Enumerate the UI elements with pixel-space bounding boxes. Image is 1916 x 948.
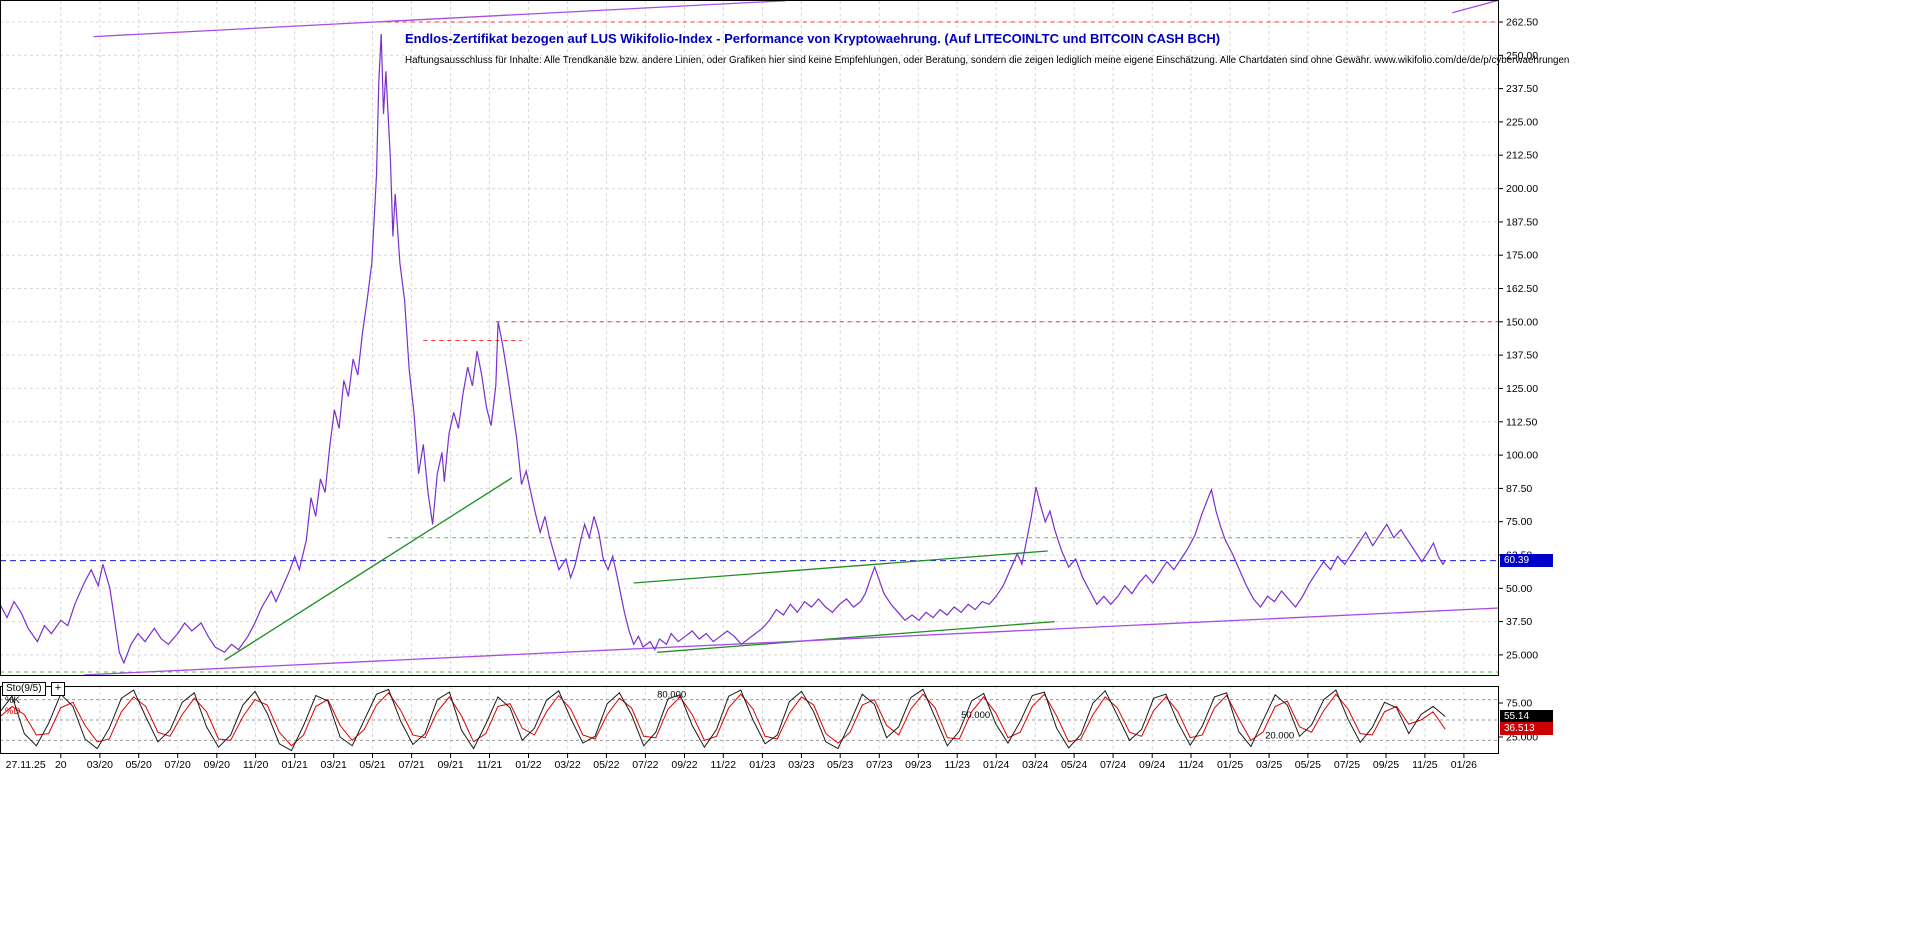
svg-text:11/24: 11/24 xyxy=(1178,759,1204,771)
svg-text:262.50: 262.50 xyxy=(1506,17,1538,29)
svg-text:05/25: 05/25 xyxy=(1295,759,1321,771)
svg-text:11/22: 11/22 xyxy=(711,759,737,771)
svg-text:03/25: 03/25 xyxy=(1256,759,1282,771)
svg-text:20.000: 20.000 xyxy=(1265,730,1294,741)
svg-text:187.50: 187.50 xyxy=(1506,216,1538,228)
svg-text:01/23: 01/23 xyxy=(749,759,775,771)
svg-text:07/21: 07/21 xyxy=(398,759,424,771)
svg-text:250.00: 250.00 xyxy=(1506,50,1538,62)
time-axis: 27.11.25 20 03/20 05/20 07/20 09/20 11/20 01/21… xyxy=(6,754,1477,771)
svg-text:09/21: 09/21 xyxy=(437,759,463,771)
svg-text:125.00: 125.00 xyxy=(1506,383,1538,395)
svg-text:37.50: 37.50 xyxy=(1506,616,1532,628)
price-chart-area: 80.000 50.000 20.000 262.50 250.00 237.50 225.… xyxy=(0,0,1569,790)
horizontal-level-lines xyxy=(0,21,1499,673)
svg-text:25.000: 25.000 xyxy=(1506,649,1538,661)
gridlines xyxy=(0,1,1499,754)
sto-d-value-tag: 36.513 xyxy=(1500,722,1553,736)
svg-text:05/20: 05/20 xyxy=(126,759,152,771)
svg-text:150.00: 150.00 xyxy=(1506,316,1538,328)
svg-text:03/21: 03/21 xyxy=(321,759,347,771)
svg-text:175.00: 175.00 xyxy=(1506,250,1538,262)
svg-text:11/21: 11/21 xyxy=(477,759,503,771)
svg-text:03/22: 03/22 xyxy=(554,759,580,771)
svg-text:87.50: 87.50 xyxy=(1506,483,1532,495)
svg-text:01/24: 01/24 xyxy=(983,759,1009,771)
sto-k-value-tag: 55.14 xyxy=(1500,709,1553,723)
svg-text:137.50: 137.50 xyxy=(1506,350,1538,362)
svg-text:112.50: 112.50 xyxy=(1506,416,1537,428)
sto-k-line xyxy=(0,688,1446,752)
svg-text:09/25: 09/25 xyxy=(1373,759,1399,771)
svg-text:75.00: 75.00 xyxy=(1506,698,1532,710)
sto-d-label: %D xyxy=(5,706,21,717)
svg-text:11/25: 11/25 xyxy=(1412,759,1438,771)
svg-text:237.50: 237.50 xyxy=(1506,83,1538,95)
svg-text:03/20: 03/20 xyxy=(87,759,113,771)
svg-text:01/25: 01/25 xyxy=(1217,759,1243,771)
svg-text:200.00: 200.00 xyxy=(1506,183,1538,195)
svg-text:162.50: 162.50 xyxy=(1506,283,1538,295)
svg-text:09/20: 09/20 xyxy=(204,759,230,771)
svg-text:05/24: 05/24 xyxy=(1061,759,1087,771)
sto-indicator-label[interactable]: Sto(9/5) xyxy=(2,682,46,696)
svg-text:09/22: 09/22 xyxy=(671,759,697,771)
svg-text:225.00: 225.00 xyxy=(1506,116,1538,128)
svg-text:27.11.25: 27.11.25 xyxy=(6,759,46,771)
svg-text:07/23: 07/23 xyxy=(866,759,892,771)
svg-text:11/23: 11/23 xyxy=(944,759,970,771)
svg-text:07/20: 07/20 xyxy=(165,759,191,771)
svg-text:07/25: 07/25 xyxy=(1334,759,1360,771)
sto-d-line xyxy=(0,692,1446,747)
current-price-tag: 60.39 xyxy=(1500,553,1553,567)
svg-text:07/22: 07/22 xyxy=(632,759,658,771)
svg-text:05/22: 05/22 xyxy=(593,759,619,771)
svg-text:11/20: 11/20 xyxy=(243,759,269,771)
sto-add-button[interactable]: + xyxy=(51,682,65,696)
panel-borders xyxy=(0,0,1499,754)
chart-title: Endlos-Zertifikat bezogen auf LUS Wikifo… xyxy=(405,31,1221,46)
price-axis: 262.50 250.00 237.50 225.00 212.50 200.00 187.… xyxy=(1499,17,1538,744)
trendlines xyxy=(84,0,1500,676)
svg-text:01/26: 01/26 xyxy=(1451,759,1477,771)
svg-text:05/21: 05/21 xyxy=(359,759,385,771)
svg-text:09/24: 09/24 xyxy=(1139,759,1165,771)
svg-text:03/24: 03/24 xyxy=(1022,759,1048,771)
svg-text:03/23: 03/23 xyxy=(788,759,814,771)
svg-text:01/21: 01/21 xyxy=(282,759,308,771)
svg-text:212.50: 212.50 xyxy=(1506,150,1538,162)
chart-disclaimer: Haftungsausschluss für Inhalte: Alle Tre… xyxy=(405,55,1570,66)
svg-text:07/24: 07/24 xyxy=(1100,759,1126,771)
svg-text:05/23: 05/23 xyxy=(827,759,853,771)
sto-k-label: %K xyxy=(5,695,20,706)
svg-text:01/22: 01/22 xyxy=(515,759,541,771)
svg-text:80.000: 80.000 xyxy=(657,690,686,701)
svg-text:09/23: 09/23 xyxy=(905,759,931,771)
price-line-series xyxy=(0,33,1446,665)
svg-text:100.00: 100.00 xyxy=(1506,450,1538,462)
svg-text:20: 20 xyxy=(55,759,67,771)
svg-text:50.00: 50.00 xyxy=(1506,583,1532,595)
svg-text:75.00: 75.00 xyxy=(1506,516,1532,528)
